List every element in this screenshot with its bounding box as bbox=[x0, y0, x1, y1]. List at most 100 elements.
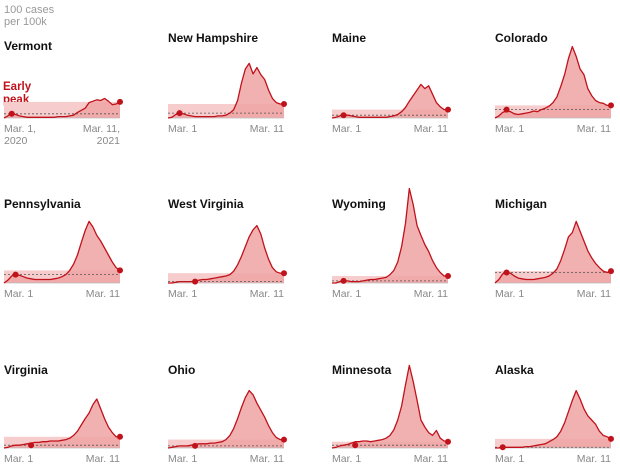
x-tick-end: Mar. 11 bbox=[577, 453, 611, 465]
x-tick-end: Mar. 11 bbox=[250, 288, 284, 300]
early-peak-point bbox=[12, 271, 19, 278]
chart-panel-maine: Maine Mar. 1 Mar. 11 bbox=[328, 0, 451, 474]
area-chart-west-virginia bbox=[168, 224, 287, 285]
x-tick-start: Mar. 1 bbox=[4, 288, 33, 300]
early-peak-point bbox=[503, 269, 510, 276]
case-line bbox=[495, 389, 612, 449]
area-chart-michigan bbox=[494, 220, 614, 284]
case-line bbox=[331, 364, 449, 449]
chart-title: Alaska bbox=[495, 363, 534, 377]
early-peak-point bbox=[192, 442, 199, 449]
chart-title: New Hampshire bbox=[168, 31, 259, 45]
chart-panel-colorado: Colorado Mar. 1 Mar. 11 bbox=[491, 0, 614, 474]
early-peak-point bbox=[503, 106, 510, 113]
chart-panel-vermont: Vermont Mar. 1, 2020 Mar. 11, 2021 bbox=[0, 0, 123, 474]
x-tick-end-line: Mar. 11 bbox=[576, 123, 611, 135]
x-tick-end: Mar. 11 bbox=[250, 453, 284, 465]
x-tick-start-line: Mar. 1 bbox=[4, 453, 34, 465]
x-tick-end: Mar. 11 bbox=[86, 288, 120, 300]
area-chart-new-hampshire bbox=[167, 62, 287, 119]
area-chart-vermont bbox=[3, 97, 123, 119]
early-peak-point bbox=[176, 110, 183, 117]
x-tick-start-line: Mar. 1 bbox=[168, 288, 198, 300]
current-value-point bbox=[445, 273, 451, 279]
chart-panel-minnesota: Minnesota Mar. 1 Mar. 11 bbox=[328, 0, 451, 474]
x-tick-start-line: Mar. 1 bbox=[4, 288, 34, 300]
current-value-point bbox=[117, 267, 123, 274]
early-peak-point bbox=[192, 278, 199, 285]
x-tick-start: Mar. 1 bbox=[332, 123, 361, 135]
chart-title: Wyoming bbox=[332, 197, 386, 211]
x-tick-start-line: Mar. 1 bbox=[495, 288, 525, 300]
x-tick-end-line: Mar. 11 bbox=[249, 123, 284, 135]
case-area bbox=[168, 390, 284, 448]
area-chart-ohio bbox=[167, 389, 287, 449]
chart-title: Maine bbox=[332, 31, 367, 45]
case-area bbox=[332, 365, 448, 448]
x-tick-end-line: 2021 bbox=[96, 135, 120, 147]
case-area bbox=[332, 188, 448, 283]
x-tick-end-line: Mar. 11 bbox=[413, 123, 448, 135]
x-tick-end-line: Mar. 11 bbox=[413, 453, 448, 465]
case-line bbox=[3, 97, 121, 119]
x-tick-end-line: Mar. 11 bbox=[413, 288, 448, 300]
x-tick-end-line: Mar. 11 bbox=[249, 288, 284, 300]
x-tick-start-line: Mar. 1 bbox=[332, 123, 362, 135]
early-peak-point bbox=[8, 110, 15, 117]
x-tick-start-line: Mar. 1 bbox=[168, 123, 198, 135]
case-line bbox=[167, 62, 284, 119]
early-peak-line1: Early bbox=[3, 81, 32, 93]
area-chart-virginia bbox=[3, 398, 123, 449]
early-peak-point bbox=[28, 442, 35, 449]
x-tick-end-line: Mar. 11 bbox=[576, 453, 611, 465]
x-tick-start: Mar. 1 bbox=[168, 453, 197, 465]
x-tick-start: Mar. 1 bbox=[332, 453, 361, 465]
case-area bbox=[168, 225, 284, 283]
chart-panel-west-virginia: West Virginia Mar. 1 Mar. 11 bbox=[164, 0, 287, 474]
case-line bbox=[3, 398, 120, 449]
chart-panel-new-hampshire: New Hampshire Mar. 1 Mar. 11 bbox=[164, 0, 287, 474]
x-tick-end-line: Mar. 11 bbox=[576, 288, 611, 300]
chart-title: Pennsylvania bbox=[4, 197, 81, 211]
x-tick-start-line: Mar. 1 bbox=[332, 453, 362, 465]
x-tick-start-line: 2020 bbox=[4, 135, 28, 147]
unit-label: 100 cases per 100k bbox=[4, 4, 54, 28]
current-value-point bbox=[445, 106, 451, 113]
unit-label-line2: per 100k bbox=[4, 16, 47, 28]
chart-panel-alaska: Alaska Mar. 1 Mar. 11 bbox=[491, 0, 614, 474]
early-peak-point bbox=[340, 277, 347, 284]
case-line bbox=[3, 220, 121, 284]
x-tick-end-line: Mar. 11, bbox=[82, 123, 120, 135]
x-tick-start: Mar. 1, 2020 bbox=[4, 123, 36, 147]
current-value-point bbox=[281, 270, 287, 277]
current-value-point bbox=[608, 102, 614, 109]
chart-title: Ohio bbox=[168, 363, 196, 377]
chart-panel-pennsylvania: Pennsylvania Mar. 1 Mar. 11 bbox=[0, 0, 123, 474]
x-tick-start-line: Mar. 1 bbox=[168, 453, 198, 465]
chart-panel-michigan: Michigan Mar. 1 Mar. 11 bbox=[491, 0, 614, 474]
case-area bbox=[4, 221, 120, 283]
x-tick-start: Mar. 1 bbox=[495, 123, 524, 135]
unit-label-line1: 100 cases bbox=[4, 4, 55, 16]
area-chart-alaska bbox=[495, 389, 614, 451]
x-tick-end: Mar. 11 bbox=[250, 123, 284, 135]
case-line bbox=[332, 187, 448, 284]
x-tick-end-line: Mar. 11 bbox=[85, 453, 120, 465]
current-level-band bbox=[332, 109, 448, 118]
case-area bbox=[495, 46, 611, 118]
case-line bbox=[167, 389, 284, 449]
area-chart-colorado bbox=[494, 45, 614, 119]
x-tick-start-line: Mar. 1 bbox=[332, 288, 362, 300]
current-value-point bbox=[281, 101, 287, 107]
chart-panel-ohio: Ohio Mar. 1 Mar. 11 bbox=[164, 0, 287, 474]
x-tick-start: Mar. 1 bbox=[495, 453, 524, 465]
chart-title: Colorado bbox=[495, 31, 548, 45]
x-tick-end: Mar. 11 bbox=[414, 453, 448, 465]
chart-title: Vermont bbox=[4, 39, 53, 53]
x-tick-start-line: Mar. 1, bbox=[4, 123, 37, 135]
early-peak-point bbox=[352, 442, 359, 449]
x-tick-start: Mar. 1 bbox=[332, 288, 361, 300]
chart-panel-wyoming: Wyoming Mar. 1 Mar. 11 bbox=[328, 0, 451, 474]
case-area bbox=[332, 84, 448, 118]
